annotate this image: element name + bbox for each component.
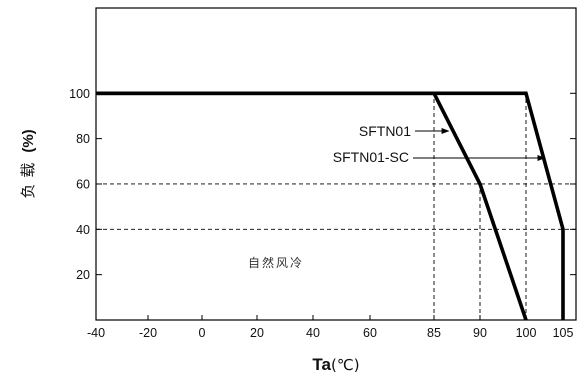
x-tick-label: 85 [427, 326, 441, 340]
x-axis-title-unit: (℃) [331, 356, 360, 374]
x-axis-title-main: Ta [312, 355, 331, 374]
y-axis-title: 负载 (%) [19, 129, 37, 198]
region-label-natural-cooling: 自然风冷 [248, 255, 304, 270]
plot-frame [95, 7, 577, 321]
callout-label-sftn01: SFTN01 [359, 123, 411, 139]
y-axis-title-main: 负载 [19, 157, 37, 199]
x-tick-label: 100 [516, 326, 537, 340]
y-tick-label: 100 [69, 87, 90, 101]
series-line-sftn01 [96, 91, 528, 321]
y-tick-label: 20 [76, 268, 90, 282]
y-tick-label: 40 [76, 223, 90, 237]
x-tick-label: 105 [553, 326, 574, 340]
callout-label-sftn01-sc: SFTN01-SC [333, 149, 409, 165]
axes [95, 7, 577, 321]
series-line-sftn01-sc [96, 91, 565, 320]
y-axis-title-unit: (%) [20, 129, 37, 152]
series-lines [95, 91, 565, 321]
x-tick-label: 90 [473, 326, 487, 340]
x-tick-label: 60 [363, 326, 377, 340]
y-tick-label: 60 [76, 177, 90, 191]
x-tick-label: -40 [87, 326, 105, 340]
x-tick-label: 40 [306, 326, 320, 340]
y-tick-label: 80 [76, 132, 90, 146]
x-tick-label: 0 [199, 326, 206, 340]
x-tick-label: -20 [139, 326, 157, 340]
x-tick-label: 20 [250, 326, 264, 340]
annotations: SFTN01 SFTN01-SC 自然风冷 [248, 123, 546, 270]
reference-lines [96, 93, 576, 320]
x-axis-title: Ta(℃) [312, 355, 359, 374]
tick-labels: -40 -20 0 20 40 60 85 90 100 105 20 40 60 80 100 [69, 87, 573, 340]
